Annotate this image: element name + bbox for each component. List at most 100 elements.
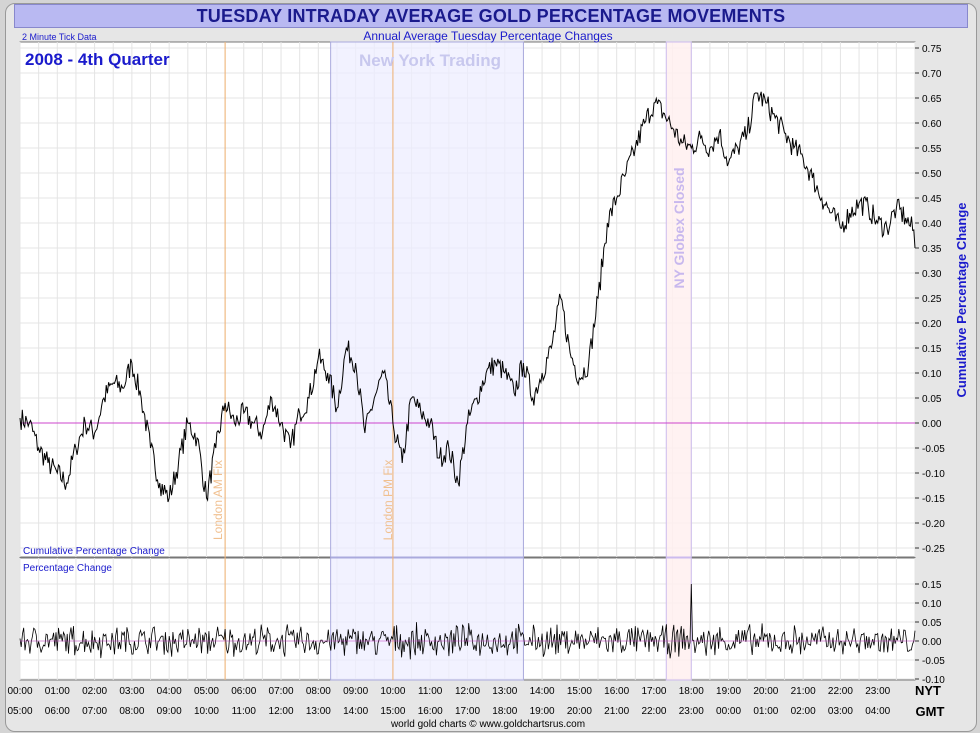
gmt-tick-label: 00:00 [716,706,741,717]
nyt-tick-label: 17:00 [641,686,666,697]
upper-y-tick-label: 0.30 [922,269,942,280]
lower-y-tick-label: 0.15 [922,580,942,591]
gmt-tick-label: 11:00 [232,706,257,717]
subtitle: Annual Average Tuesday Percentage Change… [363,29,612,43]
nyt-tick-label: 11:00 [418,686,443,697]
nyt-tick-label: 06:00 [231,686,256,697]
globex-closed-band [665,41,692,558]
lower-y-tick-label: 0.00 [922,637,942,648]
period-label: 2008 - 4th Quarter [25,50,170,69]
gmt-tick-label: 23:00 [679,706,704,717]
pm-fix-label: London PM Fix [381,460,395,541]
gmt-tick-label: 17:00 [455,706,480,717]
lower-y-tick-label: -0.05 [922,656,945,667]
upper-panel-label: Cumulative Percentage Change [23,546,165,557]
tick-data-note: 2 Minute Tick Data [22,32,97,42]
nyt-tick-label: 12:00 [455,686,480,697]
nyt-tick-label: 01:00 [45,686,70,697]
gmt-tick-label: 13:00 [306,706,331,717]
gmt-x-ticks: 05:00 06:00 07:00 08:00 09:00 10:00 11:00 12:00… [7,706,890,717]
lower-y-tick-label: 0.10 [922,599,942,610]
upper-y-tick-label: -0.05 [922,444,945,455]
lower-y-tick-label: 0.05 [922,618,942,629]
nyt-x-ticks: 00:00 01:00 02:00 03:00 04:00 05:00 06:00 07:00… [7,686,890,697]
upper-y-tick-label: 0.15 [922,344,942,355]
gmt-axis-label: GMT [916,704,945,719]
nyt-tick-label: 05:00 [194,686,219,697]
upper-y-tick-label: 0.45 [922,194,942,205]
gmt-tick-label: 06:00 [45,706,70,717]
nyt-axis-label: NYT [915,683,941,698]
upper-y-tick-label: -0.20 [922,519,945,530]
chart-title: TUESDAY INTRADAY AVERAGE GOLD PERCENTAGE… [196,6,786,26]
gmt-tick-label: 21:00 [604,706,629,717]
nyt-tick-label: 09:00 [343,686,368,697]
upper-y-tick-label: 0.50 [922,169,942,180]
upper-y-ticks: 0.75 0.70 0.65 0.60 0.55 0.50 0.45 0.40 0.35 0.30… [915,44,945,555]
upper-y-tick-label: 0.40 [922,219,942,230]
upper-y-tick-label: 0.05 [922,394,942,405]
gmt-tick-label: 08:00 [119,706,144,717]
nyt-tick-label: 22:00 [828,686,853,697]
right-axis-title: Cumulative Percentage Change [954,202,969,397]
gmt-tick-label: 03:00 [828,706,853,717]
gmt-tick-label: 04:00 [865,706,890,717]
shaded-bands [224,41,692,681]
upper-y-tick-label: -0.25 [922,544,945,555]
nyt-tick-label: 13:00 [492,686,517,697]
gmt-tick-label: 16:00 [418,706,443,717]
gmt-tick-label: 18:00 [492,706,517,717]
nyt-tick-label: 04:00 [157,686,182,697]
gmt-tick-label: 09:00 [157,706,182,717]
nyt-tick-label: 14:00 [530,686,555,697]
cumulative-line [19,91,916,503]
upper-y-tick-label: -0.10 [922,469,945,480]
upper-y-tick-label: 0.20 [922,319,942,330]
session-label: New York Trading [359,51,501,70]
globex-closed-label: NY Globex Closed [671,167,687,288]
nyt-tick-label: 10:00 [380,686,405,697]
nyt-tick-label: 08:00 [306,686,331,697]
nyt-tick-label: 18:00 [679,686,704,697]
gmt-tick-label: 14:00 [343,706,368,717]
nyt-tick-label: 16:00 [604,686,629,697]
upper-y-tick-label: 0.00 [922,419,942,430]
lower-panel-label: Percentage Change [23,563,112,574]
upper-y-tick-label: -0.15 [922,494,945,505]
title-bar: TUESDAY INTRADAY AVERAGE GOLD PERCENTAGE… [14,4,968,28]
upper-y-tick-label: 0.65 [922,94,942,105]
lower-y-ticks: 0.15 0.10 0.05 0.00 -0.05 -0.10 [915,580,945,686]
gmt-tick-label: 01:00 [753,706,778,717]
footer-credit: world gold charts © www.goldchartsrus.co… [390,719,585,730]
globex-closed-band [665,557,692,681]
gmt-tick-label: 15:00 [380,706,405,717]
upper-y-tick-label: 0.70 [922,69,942,80]
nyt-tick-label: 21:00 [791,686,816,697]
percentage-line [19,583,916,660]
upper-y-tick-label: 0.25 [922,294,942,305]
upper-y-tick-label: 0.75 [922,44,942,55]
percentage-series [19,583,916,660]
cumulative-series [19,91,916,503]
gmt-tick-label: 10:00 [194,706,219,717]
upper-y-tick-label: 0.55 [922,144,942,155]
gmt-tick-label: 07:00 [82,706,107,717]
nyt-tick-label: 02:00 [82,686,107,697]
nyt-tick-label: 00:00 [7,686,32,697]
nyt-tick-label: 23:00 [865,686,890,697]
nyt-tick-label: 03:00 [119,686,144,697]
nyt-tick-label: 07:00 [269,686,294,697]
gmt-tick-label: 02:00 [791,706,816,717]
upper-y-tick-label: 0.60 [922,119,942,130]
gmt-tick-label: 20:00 [567,706,592,717]
nyt-tick-label: 15:00 [567,686,592,697]
lower-y-tick-label: -0.10 [922,675,945,686]
gmt-tick-label: 05:00 [7,706,32,717]
nyt-tick-label: 20:00 [753,686,778,697]
gmt-tick-label: 19:00 [530,706,555,717]
new-york-session-band [330,557,524,681]
gmt-tick-label: 12:00 [269,706,294,717]
nyt-tick-label: 19:00 [716,686,741,697]
